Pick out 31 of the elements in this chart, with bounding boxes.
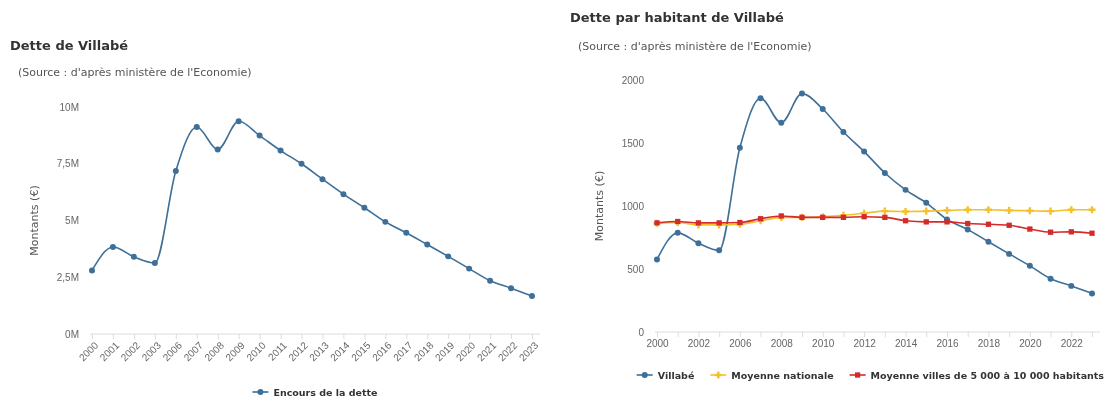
y-tick-label: 10M [59, 101, 79, 113]
text: (Source : d'après ministère de l'Economie) [578, 40, 812, 53]
x-tick-label: 2018 [977, 338, 1001, 350]
x-tick-label: 2016 [936, 338, 960, 350]
y-tick-label: 2000 [621, 74, 645, 86]
x-tick-label: 2014 [894, 338, 918, 350]
legend-label: Moyenne nationale [731, 370, 834, 381]
x-tick-label: 2010 [812, 338, 835, 350]
y-tick-label: 500 [627, 263, 645, 275]
x-tick-label: 2020 [1019, 338, 1042, 350]
legend-label: Encours de la dette [273, 387, 378, 398]
x-tick-label: 2000 [646, 338, 670, 350]
y-tick-label: 2,5M [56, 271, 79, 283]
y-tick-label: 1000 [621, 200, 645, 212]
x-tick-label: 2008 [770, 338, 794, 350]
y-tick-label: 0M [65, 328, 79, 340]
y-axis-title: Montants (€) [593, 170, 606, 242]
text: (Source : d'après ministère de l'Economie) [18, 66, 252, 79]
chart-title: Dette de Villabé [10, 38, 129, 53]
x-tick-label: 2006 [729, 338, 752, 350]
y-tick-label: 0 [638, 326, 645, 338]
x-tick-label: 2002 [687, 338, 711, 350]
x-tick-label: 2012 [853, 338, 877, 350]
y-tick-label: 5M [65, 215, 79, 227]
y-tick-label: 7,5M [56, 158, 79, 170]
legend-label: Villabé [657, 370, 695, 381]
x-tick-label: 2022 [1060, 338, 1084, 350]
y-axis-title: Montants (€) [28, 185, 41, 256]
legend-label: Moyenne villes de 5 000 à 10 000 habitants [870, 370, 1105, 381]
chart-title: Dette par habitant de Villabé [570, 10, 785, 25]
y-tick-label: 1500 [621, 137, 645, 149]
